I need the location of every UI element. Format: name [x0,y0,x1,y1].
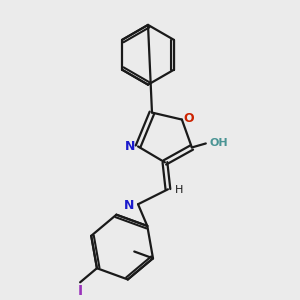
Text: OH: OH [209,139,228,148]
Text: N: N [125,140,135,153]
Text: I: I [78,284,83,298]
Text: O: O [184,112,194,125]
Text: H: H [175,185,183,195]
Text: N: N [124,199,134,212]
